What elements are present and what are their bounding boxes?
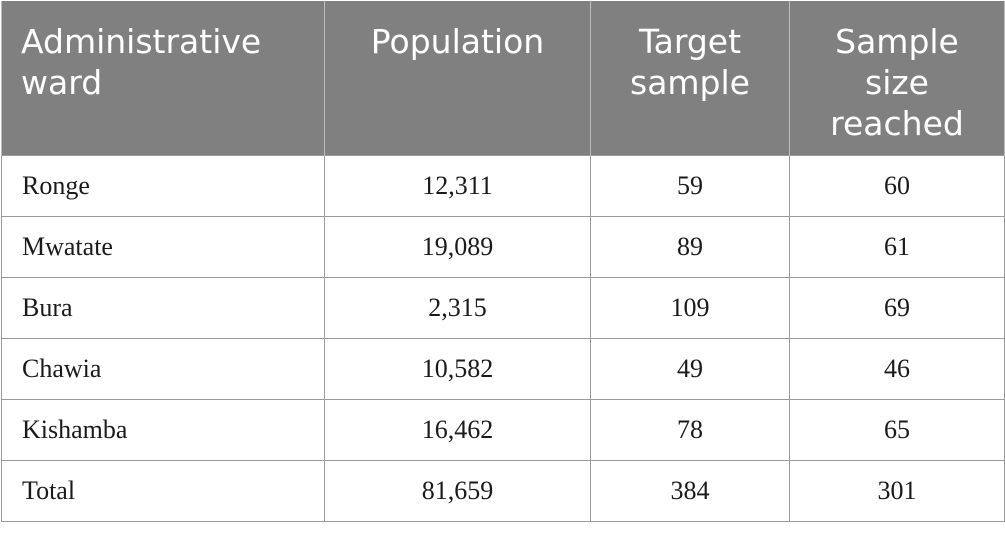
population-cell: 12,311 <box>324 154 591 217</box>
table-row: Bura 2,315 109 69 <box>1 276 1005 339</box>
table-row: Ronge 12,311 59 60 <box>1 154 1005 217</box>
table-row: Chawia 10,582 49 46 <box>1 337 1005 400</box>
sample-reached-cell: 301 <box>789 459 1005 522</box>
target-sample-cell: 49 <box>590 337 790 400</box>
ward-cell: Bura <box>1 276 325 339</box>
header-row: Administrative ward Population Target sa… <box>1 1 1005 155</box>
total-row: Total 81,659 384 301 <box>1 459 1005 522</box>
header-population: Population <box>324 1 591 155</box>
sample-reached-cell: 69 <box>789 276 1005 339</box>
sample-reached-cell: 46 <box>789 337 1005 400</box>
target-sample-cell: 78 <box>590 398 790 461</box>
table-row: Mwatate 19,089 89 61 <box>1 215 1005 278</box>
header-sample-size-reached: Sample size reached <box>789 1 1005 155</box>
header-target-sample: Target sample <box>590 1 790 155</box>
ward-cell: Mwatate <box>1 215 325 278</box>
population-cell: 16,462 <box>324 398 591 461</box>
sample-reached-cell: 60 <box>789 154 1005 217</box>
sample-reached-cell: 65 <box>789 398 1005 461</box>
ward-cell: Chawia <box>1 337 325 400</box>
ward-cell: Ronge <box>1 154 325 217</box>
table-body: Ronge 12,311 59 60 Mwatate 19,089 89 61 … <box>1 154 1005 522</box>
target-sample-cell: 384 <box>590 459 790 522</box>
sample-size-table: Administrative ward Population Target sa… <box>1 1 1005 522</box>
population-cell: 81,659 <box>324 459 591 522</box>
population-cell: 2,315 <box>324 276 591 339</box>
table-row: Kishamba 16,462 78 65 <box>1 398 1005 461</box>
header-administrative-ward: Administrative ward <box>1 1 325 155</box>
sample-reached-cell: 61 <box>789 215 1005 278</box>
ward-cell: Kishamba <box>1 398 325 461</box>
target-sample-cell: 59 <box>590 154 790 217</box>
ward-cell: Total <box>1 459 325 522</box>
population-cell: 19,089 <box>324 215 591 278</box>
target-sample-cell: 89 <box>590 215 790 278</box>
target-sample-cell: 109 <box>590 276 790 339</box>
population-cell: 10,582 <box>324 337 591 400</box>
table-header: Administrative ward Population Target sa… <box>1 1 1005 155</box>
